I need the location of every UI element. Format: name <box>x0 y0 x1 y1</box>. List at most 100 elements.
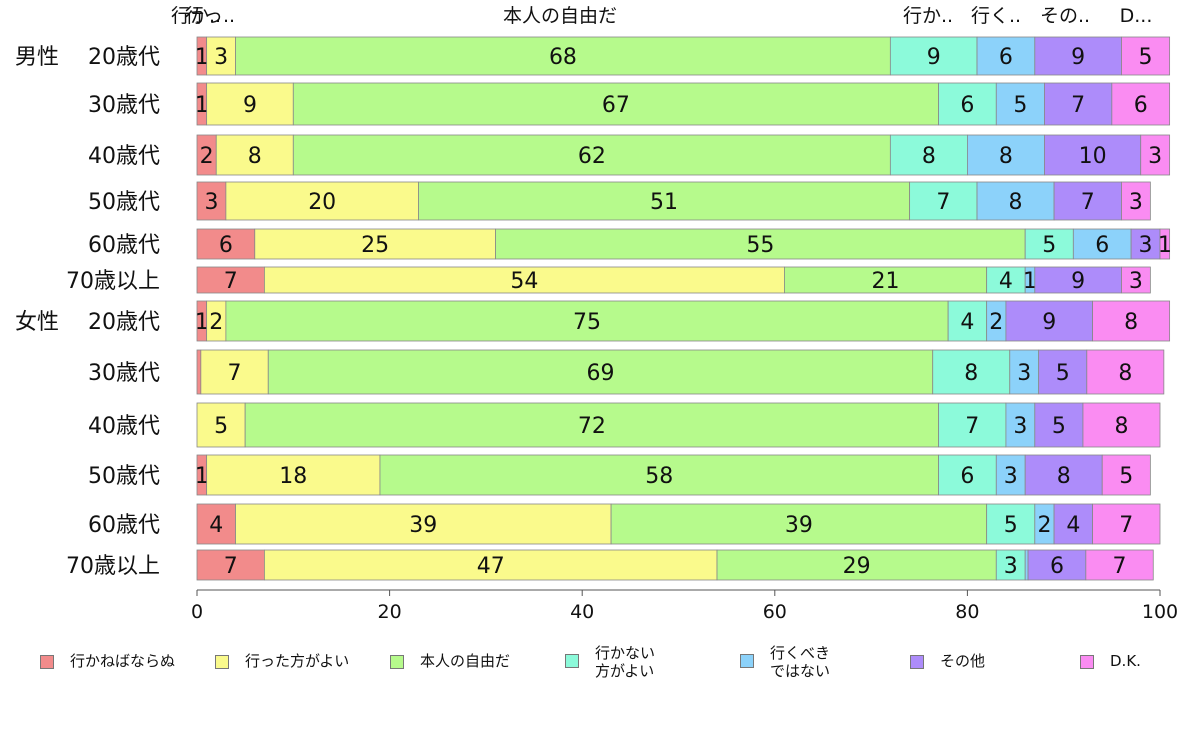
bar-value-label: 8 <box>248 144 262 169</box>
bar-segment <box>1034 266 1122 294</box>
bar-segment <box>967 134 1045 176</box>
legend-swatch <box>1080 655 1094 669</box>
bar-segment <box>1111 82 1171 126</box>
bar-value-label: 21 <box>872 269 900 294</box>
bar-value-label: 8 <box>964 361 978 386</box>
bar-segment <box>909 181 978 221</box>
top-series-label: 行か.. <box>171 5 221 27</box>
bar-segment <box>292 82 939 126</box>
bar-value-label: 3 <box>1017 361 1031 386</box>
bar-segment <box>610 503 988 545</box>
bar-value-label: 1 <box>195 310 209 335</box>
category-label: 70歳以上 <box>66 269 160 294</box>
bar-value-label: 4 <box>209 513 223 538</box>
bar-segment <box>235 36 891 76</box>
bar-value-label: 7 <box>224 269 238 294</box>
bar-value-label: 39 <box>785 513 813 538</box>
bar-segment <box>196 181 227 221</box>
bar-value-label: 62 <box>578 144 606 169</box>
bar-segment <box>976 181 1055 221</box>
bar-value-label: 8 <box>1057 464 1071 489</box>
category-label: 50歳代 <box>88 190 160 215</box>
legend-swatch <box>910 655 924 669</box>
bar-segment <box>1085 549 1154 581</box>
bar-segment <box>418 181 911 221</box>
bar-value-label: 7 <box>1113 554 1127 579</box>
bar-value-label: 7 <box>1071 93 1085 118</box>
bar-value-label: 4 <box>1066 513 1080 538</box>
bar-value-label: 1 <box>195 93 209 118</box>
bar-segment <box>1086 349 1165 395</box>
bar-value-label: 29 <box>843 554 871 579</box>
bar-segment <box>379 454 939 496</box>
bar-value-label: 6 <box>960 93 974 118</box>
legend-item: 行くべき ではない <box>740 644 830 680</box>
bar-segment <box>225 181 419 221</box>
bar-value-label: 8 <box>1009 190 1023 215</box>
bar-value-label: 7 <box>1119 513 1133 538</box>
bar-value-label: 4 <box>960 310 974 335</box>
bar-value-label: 6 <box>999 45 1013 70</box>
bar-value-label: 5 <box>1139 45 1153 70</box>
bar-value-label: 7 <box>965 414 979 439</box>
bar-value-label: 10 <box>1079 144 1107 169</box>
x-tick-label: 20 <box>378 601 402 623</box>
bar-segment <box>267 349 934 395</box>
bar-segment <box>495 228 1026 260</box>
bar-segment <box>206 454 381 496</box>
bar-segment <box>1121 181 1151 221</box>
bar-value-label: 8 <box>1118 361 1132 386</box>
bar-segment <box>784 266 988 294</box>
bar-value-label: 47 <box>477 554 505 579</box>
legend-item: 行かねばならぬ <box>40 652 175 670</box>
bar-value-label: 2 <box>989 310 1003 335</box>
bar-value-label: 72 <box>578 414 606 439</box>
bar-segment <box>995 82 1045 126</box>
category-label: 70歳以上 <box>66 554 160 579</box>
bar-segment <box>196 266 265 294</box>
category-label: 60歳代 <box>88 233 160 258</box>
bar-value-label: 2 <box>209 310 223 335</box>
bar-value-label: 25 <box>361 233 389 258</box>
legend-label: 行かない 方がよい <box>595 644 656 680</box>
bar-segment <box>1053 503 1093 545</box>
bar-value-label: 6 <box>1050 554 1064 579</box>
bar-value-label: 2 <box>1037 513 1051 538</box>
category-label: 60歳代 <box>88 513 160 538</box>
chart-svg: 行か..行っ.. 本人の自由だ 行か.. 行く.. その.. D...1 3 68 9 6 9 520… <box>15 5 1178 623</box>
bar-value-label: 1 <box>195 45 209 70</box>
bar-value-label: 5 <box>1056 361 1070 386</box>
top-series-label: D... <box>1120 5 1153 27</box>
bar-segment <box>889 36 978 76</box>
legend-label: 行った方がよい <box>245 652 350 670</box>
bar-value-label: 75 <box>573 310 601 335</box>
bar-value-label: 7 <box>228 361 242 386</box>
bar-segment <box>1027 549 1087 581</box>
bar-value-label: 3 <box>1129 190 1143 215</box>
bar-segment <box>1053 181 1122 221</box>
bar-value-label: 68 <box>549 45 577 70</box>
bar-segment <box>1024 228 1074 260</box>
bar-segment <box>292 134 891 176</box>
legend-swatch <box>565 654 579 668</box>
bar-segment <box>244 402 939 448</box>
bar-segment <box>716 549 997 581</box>
bar-value-label: 1 <box>1023 269 1037 294</box>
bar-value-label: 5 <box>1013 93 1027 118</box>
bar-value-label: 7 <box>224 554 238 579</box>
bar-segment <box>200 349 269 395</box>
legend-label: D.K. <box>1110 652 1141 670</box>
category-label: 40歳代 <box>88 414 160 439</box>
legend-label: 本人の自由だ <box>420 652 511 670</box>
bar-segment <box>938 454 997 496</box>
bar-value-label: 5 <box>1119 464 1133 489</box>
x-tick-label: 0 <box>191 601 203 623</box>
top-series-label: 行っ.. <box>185 5 235 27</box>
bar-segment <box>986 503 1036 545</box>
bar-value-label: 9 <box>1071 45 1085 70</box>
bar-segment <box>1034 402 1084 448</box>
bar-segment <box>1121 36 1171 76</box>
x-tick-label: 100 <box>1142 601 1178 623</box>
bar-segment <box>1092 503 1161 545</box>
